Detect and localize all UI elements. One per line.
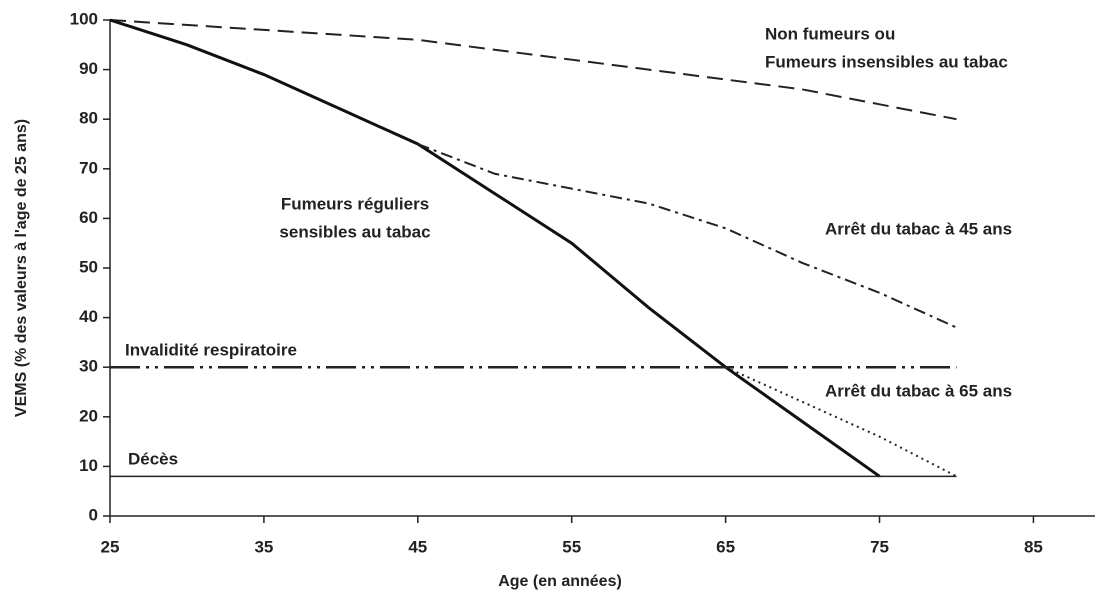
- x-tick-label: 25: [101, 537, 120, 556]
- y-tick-label: 50: [79, 257, 98, 276]
- y-tick-label: 20: [79, 406, 98, 425]
- y-axis-title: VEMS (% des valeurs à l'age de 25 ans): [13, 119, 30, 417]
- y-tick-label: 0: [89, 505, 98, 524]
- y-tick-label: 30: [79, 357, 98, 376]
- y-tick-label: 100: [70, 9, 98, 28]
- series-label: Arrêt du tabac à 65 ans: [825, 381, 1012, 400]
- x-tick-label: 85: [1024, 537, 1043, 556]
- y-tick-label: 60: [79, 208, 98, 227]
- x-tick-label: 55: [562, 537, 581, 556]
- series-label: Fumeurs réguliers: [281, 194, 429, 213]
- series-line: [417, 143, 957, 329]
- x-tick-label: 75: [870, 537, 889, 556]
- series-line: [109, 19, 957, 121]
- x-tick-label: 35: [254, 537, 273, 556]
- y-tick-label: 70: [79, 158, 98, 177]
- y-tick-label: 80: [79, 109, 98, 128]
- x-tick-label: 65: [716, 537, 735, 556]
- series-label: Décès: [128, 449, 178, 468]
- series-label: Fumeurs insensibles au tabac: [765, 52, 1008, 71]
- y-tick-label: 40: [79, 307, 98, 326]
- x-tick-label: 45: [408, 537, 427, 556]
- x-axis-title: Age (en années): [498, 573, 622, 590]
- y-tick-label: 10: [79, 456, 98, 475]
- series-label: Arrêt du tabac à 45 ans: [825, 219, 1012, 238]
- series-label: sensibles au tabac: [279, 222, 430, 241]
- series-line: [725, 366, 957, 478]
- series-line: [109, 18, 881, 478]
- series-label: Non fumeurs ou: [765, 24, 895, 43]
- y-tick-label: 90: [79, 59, 98, 78]
- series-label: Invalidité respiratoire: [125, 340, 297, 359]
